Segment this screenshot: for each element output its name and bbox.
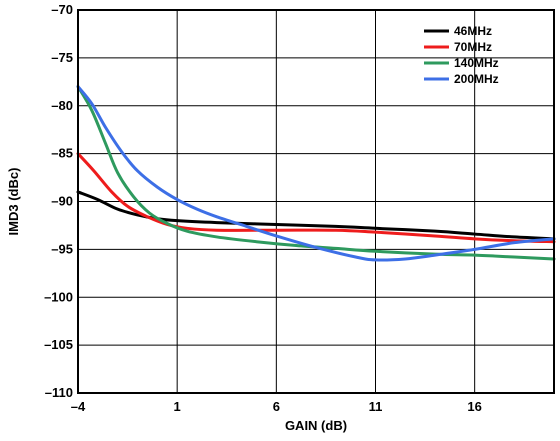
y-tick-label: –75 [51,50,73,65]
legend-label: 46MHz [454,24,492,38]
x-tick-labels: –4 1 6 11 16 [71,399,482,414]
legend: 46MHz 70MHz 140MHz 200MHz [424,24,499,86]
series-lines [76,85,556,262]
y-tick-label: –70 [51,2,73,17]
legend-label: 70MHz [454,40,492,54]
series-line-46MHz [76,190,556,241]
series-line-200MHz [76,85,556,262]
y-tick-label: –110 [45,385,73,400]
y-tick-label: –90 [51,194,73,209]
y-tick-labels: –70 –75 –80 –85 –90 –95 –100 –105 –110 [44,2,73,400]
x-tick-label: 6 [273,399,280,414]
x-tick-label: 1 [174,399,181,414]
x-tick-label: 11 [369,399,383,414]
legend-label: 140MHz [454,56,499,70]
y-axis-label: IMD3 (dBc) [6,168,21,236]
y-tick-label: –85 [51,146,73,161]
series-line-70MHz [76,152,556,244]
plot-frame [77,9,555,394]
y-tick-label: –80 [51,98,73,113]
y-tick-label: –95 [51,241,73,256]
y-tick-label: –100 [44,289,73,304]
x-tick-label: –4 [71,399,86,414]
legend-label: 200MHz [454,72,499,86]
x-tick-label: 16 [467,399,481,414]
x-axis-label: GAIN (dB) [285,418,347,433]
y-tick-label: –105 [44,337,73,352]
